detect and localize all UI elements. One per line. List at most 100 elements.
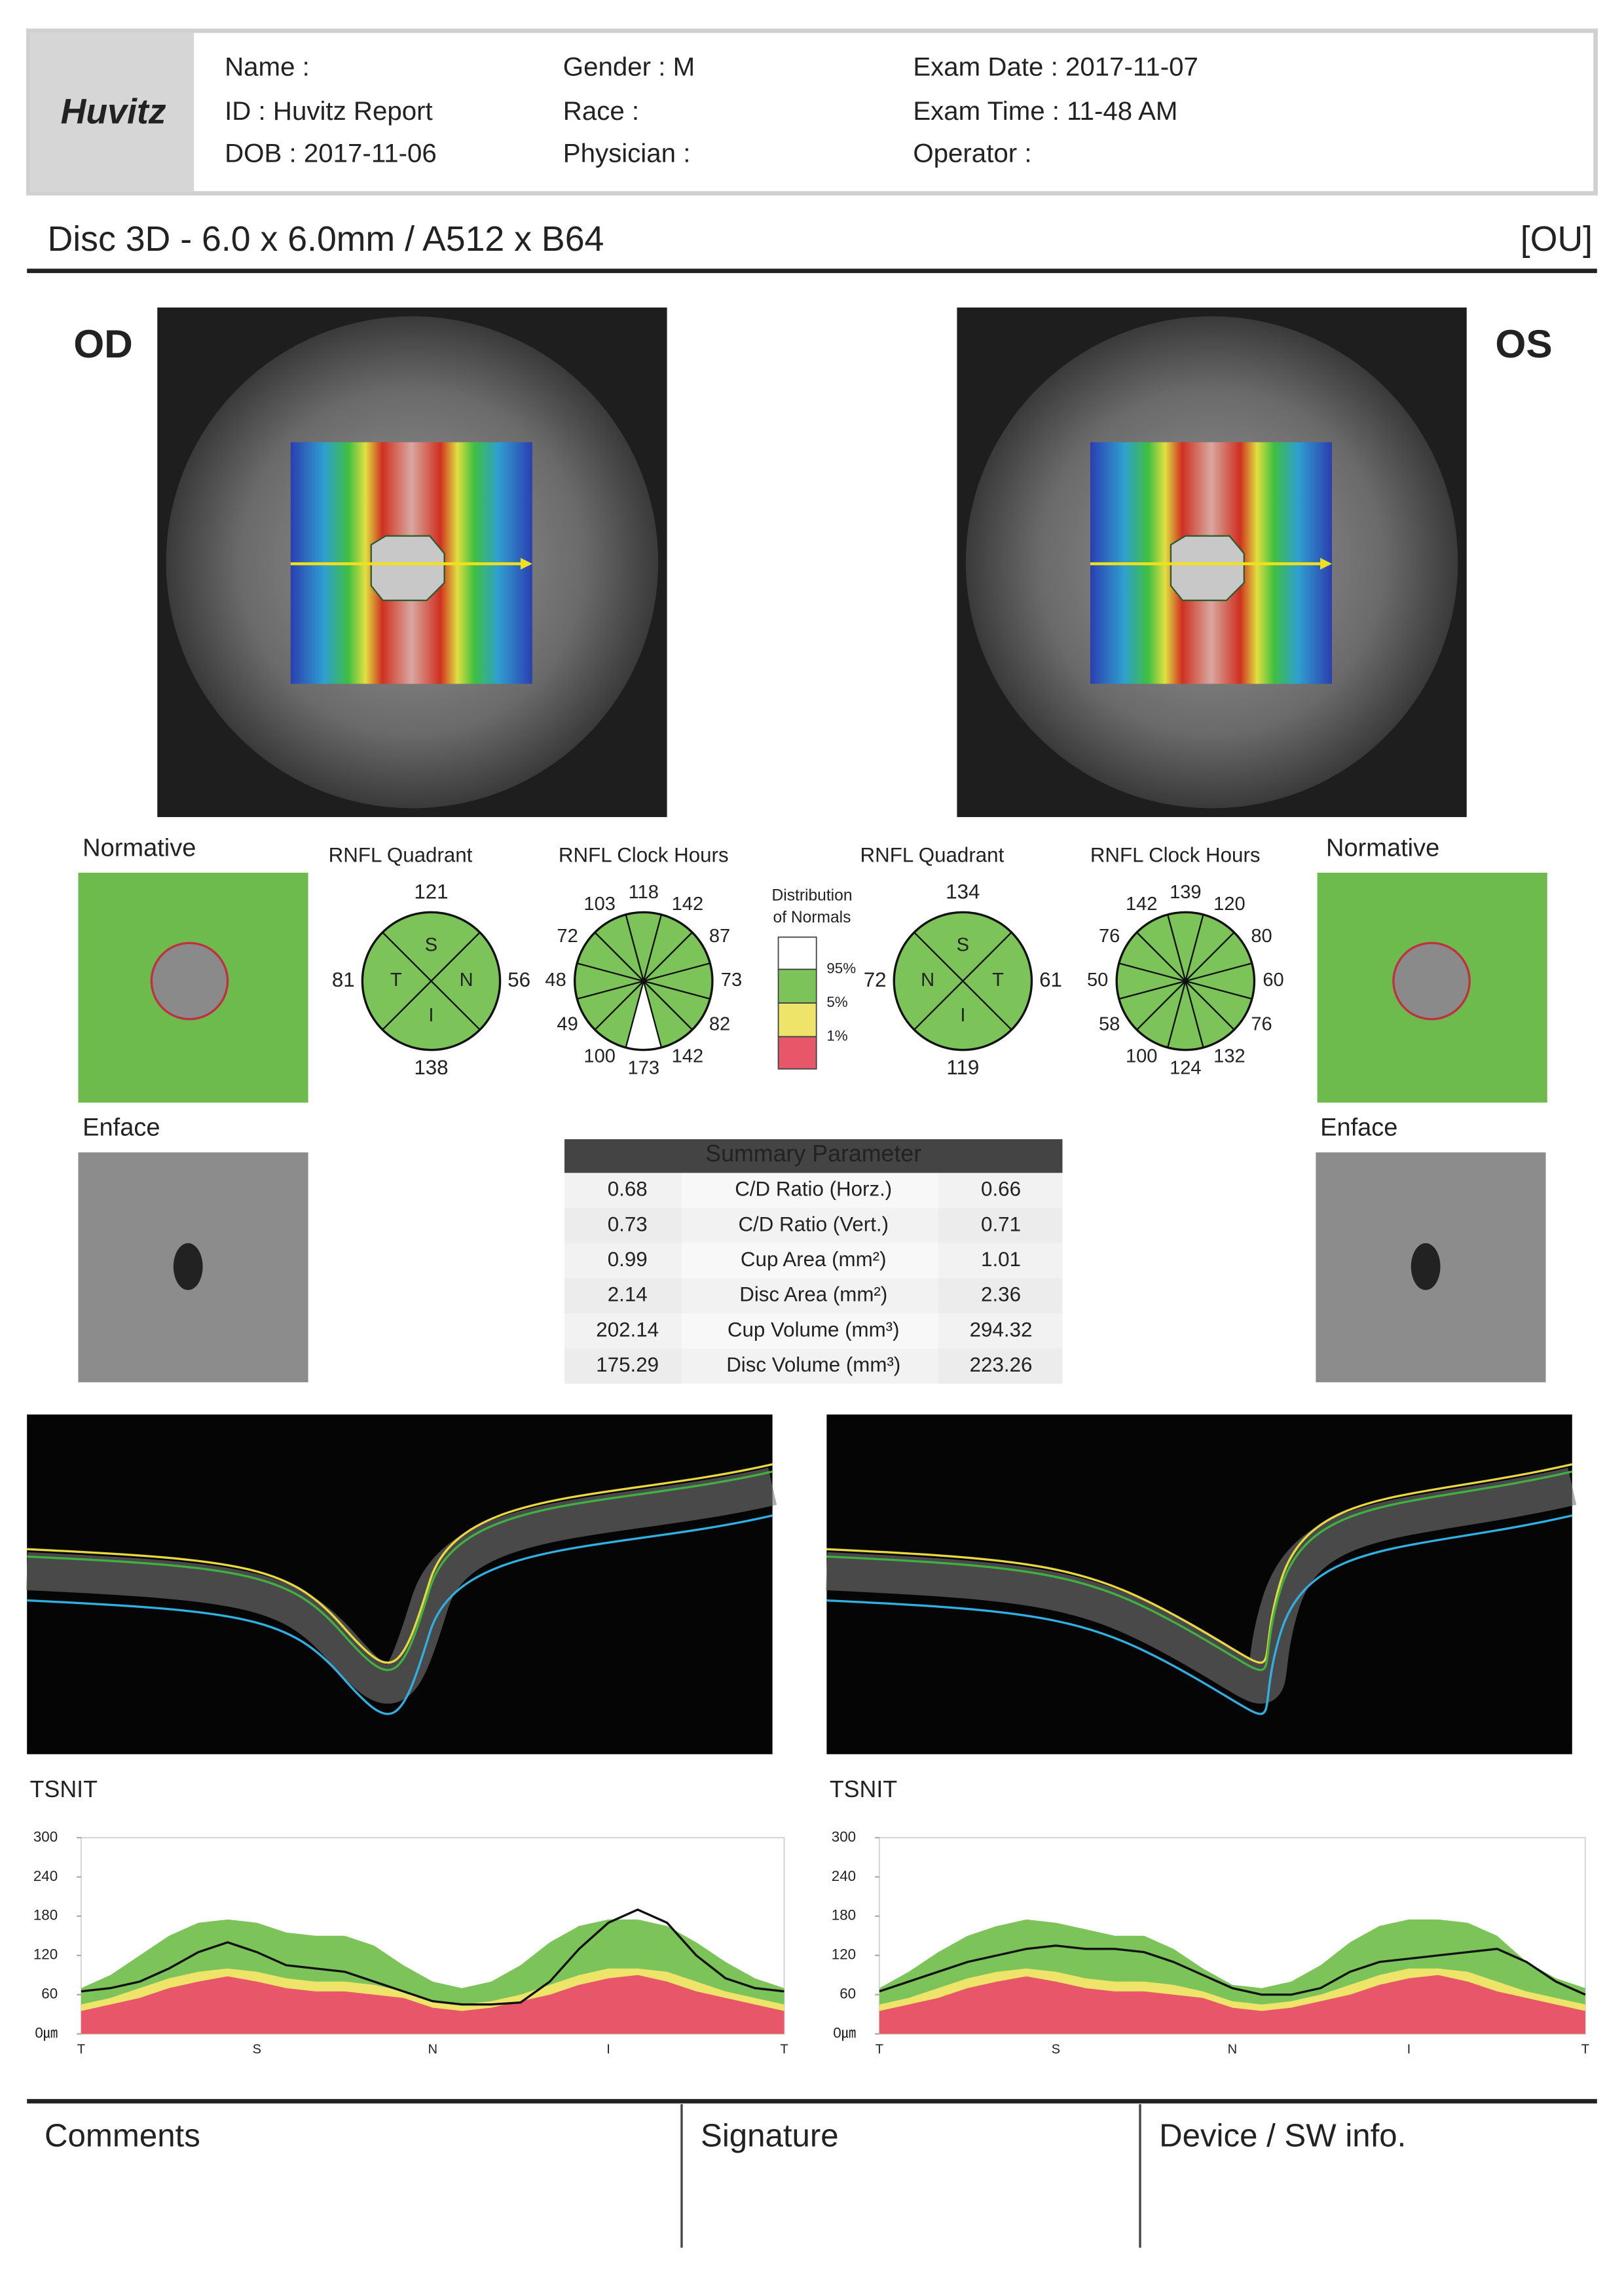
- clock-value: 120: [1213, 894, 1246, 915]
- os-value: 2.36: [981, 1283, 1021, 1306]
- layer-rnfl: [826, 1470, 1573, 1671]
- normal-band: [879, 1975, 1585, 2034]
- parameter-name: C/D Ratio (Horz.): [735, 1178, 892, 1201]
- normative-label: Normative: [83, 834, 196, 862]
- clock-value: 118: [629, 882, 659, 903]
- y-tick-label: 240: [832, 1868, 856, 1884]
- quadrant-value: 121: [414, 881, 448, 903]
- header-field: ID : Huvitz Report: [225, 96, 433, 126]
- legend-swatch: [777, 1002, 817, 1038]
- clock-value: 142: [1126, 894, 1158, 915]
- quadrant-letter: T: [992, 970, 1004, 991]
- y-tick-label: 120: [832, 1946, 856, 1963]
- quadrant-title: RNFL Quadrant: [329, 844, 473, 867]
- y-tick-label: 0㎛: [833, 2025, 856, 2042]
- x-tick-label: T: [876, 2043, 883, 2057]
- header-field: Operator :: [913, 139, 1031, 168]
- x-tick-label: I: [606, 2043, 610, 2057]
- quadrant-value: 61: [1039, 968, 1062, 991]
- table-cell-bg: [564, 1278, 682, 1314]
- table-cell-bg: [938, 1243, 1063, 1279]
- clock-value: 103: [583, 894, 616, 915]
- quadrant-outline: [893, 911, 1033, 1051]
- enface-label: Enface: [1320, 1114, 1397, 1141]
- y-tick-label: 0㎛: [35, 2025, 58, 2042]
- normative-disc: [150, 941, 229, 1021]
- quadrant-value: 138: [414, 1056, 448, 1079]
- quadrant-letter: I: [960, 1005, 965, 1026]
- layer-ilm: [27, 1463, 773, 1664]
- legend-title: of Normals: [773, 909, 851, 926]
- layer-ilm: [826, 1463, 1573, 1664]
- clock-outline: [573, 911, 714, 1051]
- table-cell-bg: [564, 1173, 682, 1209]
- legend-label: 95%: [826, 960, 856, 977]
- table-cell-bg: [564, 1348, 682, 1384]
- od-value: 175.29: [596, 1353, 659, 1376]
- parameter-name: C/D Ratio (Vert.): [738, 1212, 889, 1235]
- x-tick-label: T: [1581, 2043, 1589, 2057]
- quadrant-letter: S: [425, 935, 437, 956]
- clock-value: 76: [1251, 1013, 1272, 1034]
- os-value: 223.26: [970, 1353, 1033, 1376]
- clock-value: 132: [1213, 1046, 1246, 1066]
- legend-swatch: [777, 1036, 817, 1070]
- quadrant-value: 72: [864, 968, 887, 991]
- x-tick-label: N: [428, 2043, 437, 2057]
- quadrant-letter: T: [390, 970, 402, 991]
- clock-outline: [1115, 911, 1256, 1051]
- eye-label: OD: [73, 321, 133, 366]
- od-value: 0.68: [608, 1178, 648, 1201]
- od-value: 0.73: [608, 1212, 648, 1235]
- quadrant-value: 81: [332, 968, 355, 991]
- x-tick-label: S: [253, 2043, 261, 2057]
- table-cell-bg: [681, 1348, 938, 1384]
- clock-value: 173: [628, 1057, 660, 1078]
- clock-title: RNFL Clock Hours: [1090, 844, 1261, 867]
- scan-arrow: [520, 558, 532, 570]
- quadrant-value: 56: [507, 968, 530, 991]
- clock-value: 58: [1099, 1013, 1120, 1034]
- tsnit-title: TSNIT: [30, 1776, 98, 1802]
- optic-disc: [1170, 535, 1245, 602]
- enface-disc: [1411, 1243, 1441, 1290]
- clock-value: 142: [672, 894, 704, 915]
- enface-disc: [173, 1243, 203, 1290]
- enface-label: Enface: [83, 1114, 160, 1141]
- y-tick-label: 180: [33, 1907, 58, 1923]
- clock-value: 87: [709, 926, 730, 947]
- table-cell-bg: [938, 1313, 1063, 1349]
- y-tick-label: 300: [33, 1829, 58, 1845]
- layer-rpe: [27, 1514, 773, 1715]
- scan-title: Disc 3D - 6.0 x 6.0mm / A512 x B64: [47, 219, 604, 259]
- header-field: Name :: [225, 52, 310, 82]
- clock-value: 80: [1251, 926, 1272, 947]
- od-value: 2.14: [608, 1283, 648, 1306]
- table-header-bg: [564, 1139, 1063, 1173]
- y-tick-label: 180: [832, 1907, 856, 1923]
- table-cell-bg: [564, 1313, 682, 1349]
- y-tick-label: 60: [840, 1986, 856, 2002]
- clock-value: 60: [1263, 970, 1283, 991]
- header-field: Physician :: [563, 139, 691, 168]
- clock-value: 142: [672, 1046, 704, 1066]
- layer-rpe: [826, 1514, 1573, 1715]
- os-value: 0.71: [981, 1212, 1021, 1235]
- header-field: Exam Date : 2017-11-07: [913, 52, 1198, 82]
- scan-arrow: [1320, 558, 1332, 570]
- legend-label: 5%: [826, 994, 847, 1010]
- logo: Huvitz: [61, 92, 166, 132]
- legend-swatch: [777, 968, 817, 1004]
- legend-title: Distribution: [771, 886, 852, 904]
- clock-value: 139: [1170, 882, 1202, 903]
- od-value: 0.99: [608, 1248, 648, 1271]
- table-cell-bg: [564, 1243, 682, 1279]
- x-tick-label: S: [1052, 2043, 1060, 2057]
- clock-value: 72: [557, 926, 578, 947]
- header-field: Exam Time : 11-48 AM: [913, 96, 1177, 126]
- quadrant-letter: I: [428, 1005, 434, 1026]
- quadrant-outline: [361, 911, 502, 1051]
- normal-band: [81, 1975, 784, 2034]
